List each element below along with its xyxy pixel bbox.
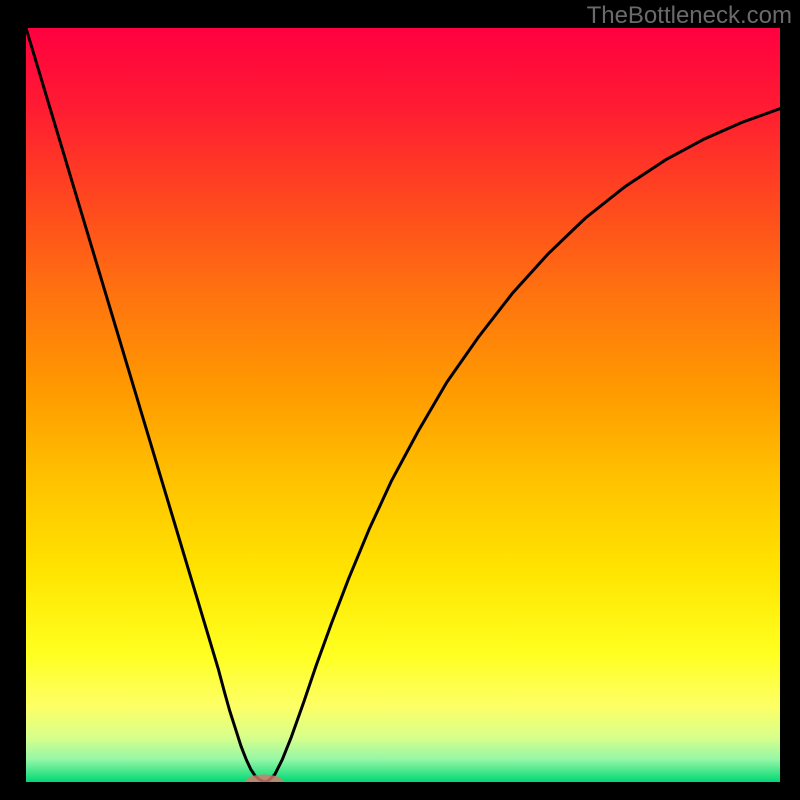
watermark-text: TheBottleneck.com bbox=[587, 2, 792, 30]
chart-stage: TheBottleneck.com bbox=[0, 0, 800, 800]
plot-svg bbox=[26, 28, 780, 782]
plot-area bbox=[26, 28, 780, 782]
